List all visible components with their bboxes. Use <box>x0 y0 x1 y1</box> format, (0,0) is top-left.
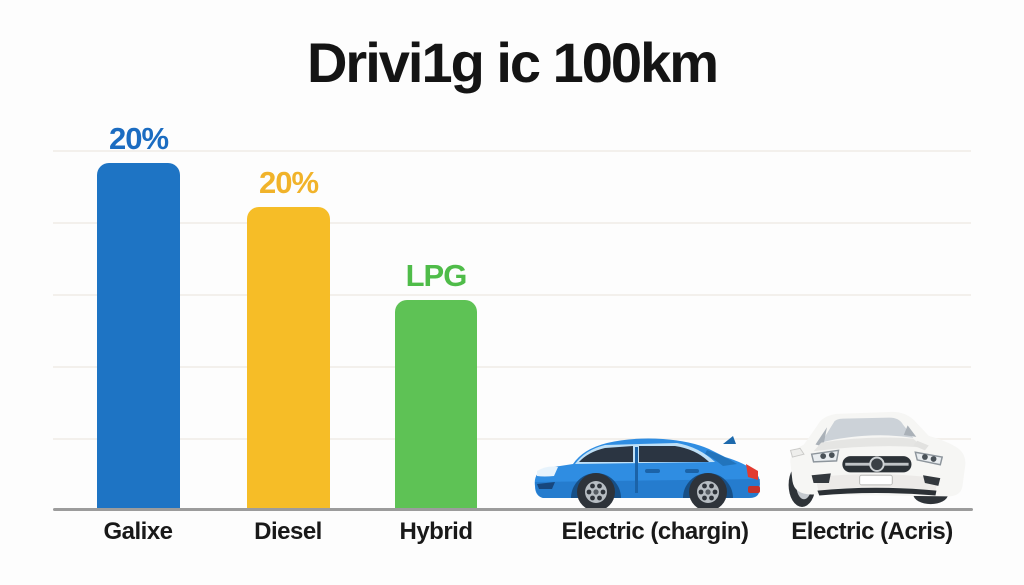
chart-title: Drivi1g ic 100km <box>306 31 719 94</box>
gridline <box>53 438 971 440</box>
category-label-electric-acris: Electric (Acris) <box>791 518 953 545</box>
gridline <box>53 222 971 224</box>
gridline <box>53 150 971 152</box>
gridline <box>53 366 971 368</box>
bar-hybrid <box>395 300 477 510</box>
gridline <box>53 294 971 296</box>
category-label-hybrid: Hybrid <box>399 518 473 545</box>
bar-galixe <box>97 163 180 510</box>
bar-value-hybrid: LPG <box>405 258 468 293</box>
white-sedan-car-illustration <box>788 411 966 507</box>
category-label-electric-chargin: Electric (chargin) <box>561 518 749 545</box>
category-label-galixe: Galixe <box>103 518 173 545</box>
x-axis-line <box>53 508 973 511</box>
bar-value-galixe: 20% <box>108 121 169 156</box>
category-label-diesel: Diesel <box>254 518 322 545</box>
bar-diesel <box>247 207 330 510</box>
bar-value-diesel: 20% <box>258 165 319 200</box>
blue-hatchback-car-illustration <box>534 436 760 511</box>
